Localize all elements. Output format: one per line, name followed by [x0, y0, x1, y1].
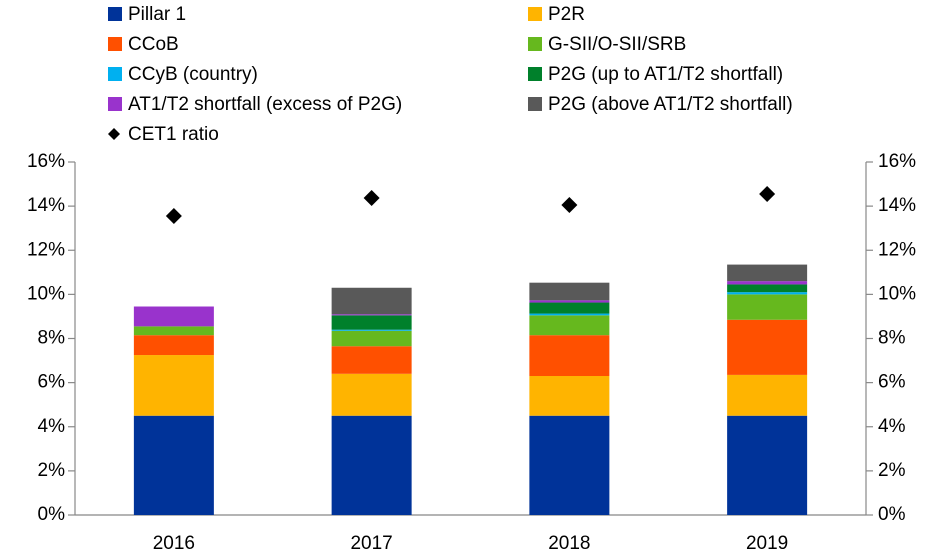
legend-label: P2G (above AT1/T2 shortfall) — [548, 94, 793, 115]
legend-label: Pillar 1 — [128, 4, 186, 25]
y-tick-label: 16% — [27, 151, 65, 172]
legend-label: CCoB — [128, 34, 179, 55]
legend-label: CCyB (country) — [128, 64, 258, 85]
y-tick-label: 0% — [38, 504, 66, 525]
y2-tick-label: 8% — [878, 328, 906, 349]
y-tick-label: 2% — [38, 460, 66, 481]
bar-segment — [529, 315, 610, 336]
x-tick-label: 2019 — [746, 533, 788, 554]
bar-segment — [133, 335, 214, 356]
bar-segment — [133, 415, 214, 515]
legend-swatch — [108, 97, 122, 111]
y-tick-label: 6% — [38, 372, 66, 393]
legend-swatch — [528, 37, 542, 51]
bar-segment — [529, 376, 610, 416]
y-tick-label: 4% — [38, 416, 66, 437]
legend-label: P2G (up to AT1/T2 shortfall) — [548, 64, 783, 85]
bar-segment — [331, 346, 412, 374]
y-tick-label: 10% — [27, 283, 65, 304]
bar-segment — [727, 281, 808, 285]
bar-segment — [133, 355, 214, 416]
bar-segment — [727, 294, 808, 320]
legend-swatch — [528, 97, 542, 111]
y2-tick-label: 16% — [878, 151, 916, 172]
x-tick-label: 2018 — [548, 533, 590, 554]
bar-segment — [331, 315, 412, 330]
bar-segment — [727, 319, 808, 375]
y-tick-label: 12% — [27, 239, 65, 260]
bar-segment — [331, 330, 412, 347]
bar-segment — [331, 373, 412, 416]
bar-segment — [529, 335, 610, 377]
legend-swatch — [108, 7, 122, 21]
marker — [165, 208, 182, 225]
legend-swatch — [528, 67, 542, 81]
bar-segment — [727, 284, 808, 293]
legend-swatch — [108, 37, 122, 51]
bar-segment — [331, 329, 412, 331]
bar-segment — [727, 264, 808, 282]
y2-tick-label: 14% — [878, 195, 916, 216]
bar-segment — [331, 314, 412, 316]
bar-segment — [727, 292, 808, 295]
bar-segment — [331, 415, 412, 515]
x-tick-label: 2017 — [350, 533, 392, 554]
y2-tick-label: 0% — [878, 504, 906, 525]
marker — [363, 189, 380, 206]
bar-segment — [529, 415, 610, 515]
marker — [759, 185, 776, 202]
legend-swatch — [108, 67, 122, 81]
bar-segment — [133, 306, 214, 327]
bar-segment — [133, 326, 214, 336]
legend-label: CET1 ratio — [128, 124, 219, 145]
bar-segment — [529, 300, 610, 303]
legend-label: AT1/T2 shortfall (excess of P2G) — [128, 94, 402, 115]
y2-tick-label: 2% — [878, 460, 906, 481]
x-tick-label: 2016 — [153, 533, 195, 554]
bar-segment — [529, 302, 610, 314]
legend-swatch — [108, 128, 120, 140]
bar-segment — [727, 374, 808, 416]
y-tick-label: 8% — [38, 328, 66, 349]
legend-label: P2R — [548, 4, 585, 25]
legend-swatch — [528, 7, 542, 21]
bar-segment — [727, 415, 808, 515]
bar-segment — [331, 287, 412, 315]
bar-segment — [529, 282, 610, 301]
y2-tick-label: 6% — [878, 372, 906, 393]
y2-tick-label: 10% — [878, 283, 916, 304]
marker — [561, 197, 578, 214]
y-tick-label: 14% — [27, 195, 65, 216]
y2-tick-label: 12% — [878, 239, 916, 260]
y2-tick-label: 4% — [878, 416, 906, 437]
legend-label: G-SII/O-SII/SRB — [548, 34, 686, 55]
bar-segment — [529, 313, 610, 316]
